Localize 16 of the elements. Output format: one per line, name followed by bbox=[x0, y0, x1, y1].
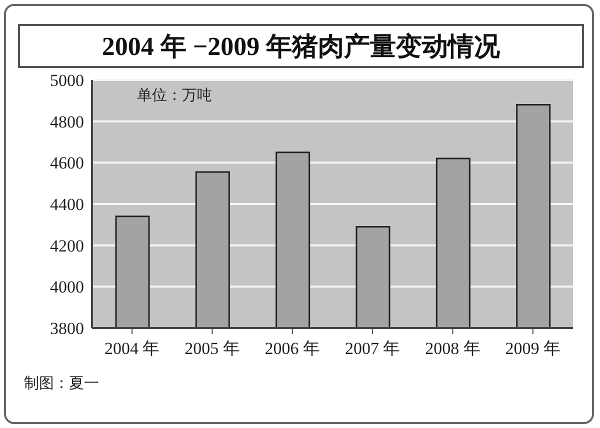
annotation: 单位：万吨 bbox=[137, 86, 212, 105]
y-tick-label: 4000 bbox=[50, 278, 84, 297]
x-tick-label: 2005 年 bbox=[184, 339, 240, 358]
chart-title: 2004 年 −2009 年猪肉产量变动情况 bbox=[18, 24, 584, 68]
x-tick-label: 2008 年 bbox=[425, 339, 480, 358]
x-tick-label: 2007 年 bbox=[344, 339, 400, 358]
y-tick-label: 5000 bbox=[50, 71, 84, 90]
y-tick-label: 4400 bbox=[50, 195, 84, 214]
y-tick-label: 3800 bbox=[50, 319, 84, 338]
text: 制图：夏一 bbox=[24, 374, 99, 393]
x-tick-label: 2004 年 bbox=[104, 339, 160, 358]
x-tick-label: 2006 年 bbox=[264, 339, 320, 358]
y-tick-label: 4800 bbox=[50, 112, 84, 132]
x-tick-label: 2009 年 bbox=[505, 339, 561, 358]
y-tick-label: 4600 bbox=[50, 154, 84, 173]
y-tick-label: 4200 bbox=[50, 236, 84, 256]
